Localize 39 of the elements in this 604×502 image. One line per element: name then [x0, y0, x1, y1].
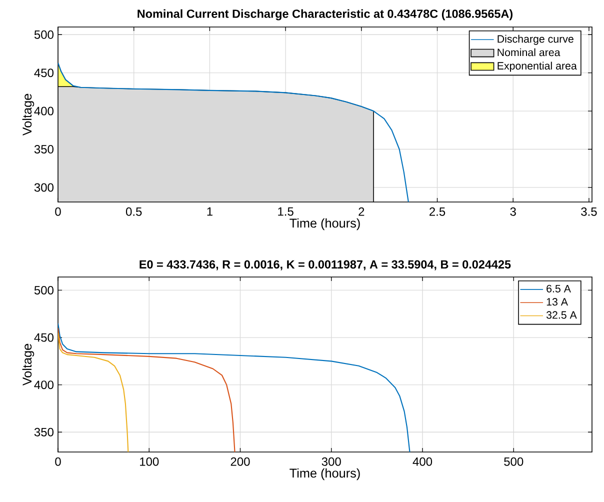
y-tick-label: 500 [34, 30, 54, 39]
x-tick-label: 200 [230, 457, 250, 466]
legend-label: 13 A [546, 298, 568, 306]
y-tick-label: 350 [34, 145, 54, 154]
line-series [58, 322, 410, 452]
legend-label: 6.5 A [546, 284, 571, 292]
line-series [58, 332, 129, 452]
x-axis-title: Time (hours) [290, 218, 360, 230]
x-tick-label: 100 [140, 457, 159, 466]
x-tick-label: 0 [55, 207, 61, 216]
y-tick-label: 350 [34, 428, 54, 436]
x-tick-label: 400 [412, 457, 432, 466]
x-tick-label: 3.5 [581, 207, 597, 216]
line-series [58, 328, 236, 452]
y-axis-title: Voltage [22, 344, 34, 386]
legend-label: 32.5 A [546, 311, 577, 319]
x-tick-label: 0.5 [126, 207, 142, 216]
x-tick-label: 1 [207, 207, 212, 216]
x-axis-title: Time (hours) [290, 468, 360, 480]
x-tick-label: 500 [504, 457, 524, 466]
y-tick-label: 500 [34, 286, 54, 294]
x-tick-label: 2 [358, 207, 364, 216]
y-axis-title: Voltage [22, 94, 34, 136]
x-tick-label: 2.5 [430, 207, 446, 216]
y-tick-label: 400 [34, 106, 54, 116]
y-tick-label: 450 [34, 68, 54, 78]
x-tick-label: 3 [510, 207, 516, 216]
chart-title: E0 = 433.7436, R = 0.0016, K = 0.0011987, A = 33.5904, B = 0.024425 [140, 260, 511, 270]
y-tick-label: 450 [34, 333, 54, 342]
chart-title: Nominal Current Discharge Characteristic at 0.43478C (1086.9565A) [138, 9, 513, 20]
x-tick-label: 1.5 [278, 207, 294, 216]
y-tick-label: 400 [34, 380, 54, 390]
x-tick-label: 0 [55, 457, 61, 466]
legend-label: Discharge curve [498, 34, 574, 45]
line-series [58, 62, 409, 202]
y-tick-label: 300 [34, 183, 54, 192]
legend-label: Nominal area [498, 48, 560, 56]
x-tick-label: 300 [322, 457, 341, 466]
legend-label: Exponential area [498, 62, 577, 72]
